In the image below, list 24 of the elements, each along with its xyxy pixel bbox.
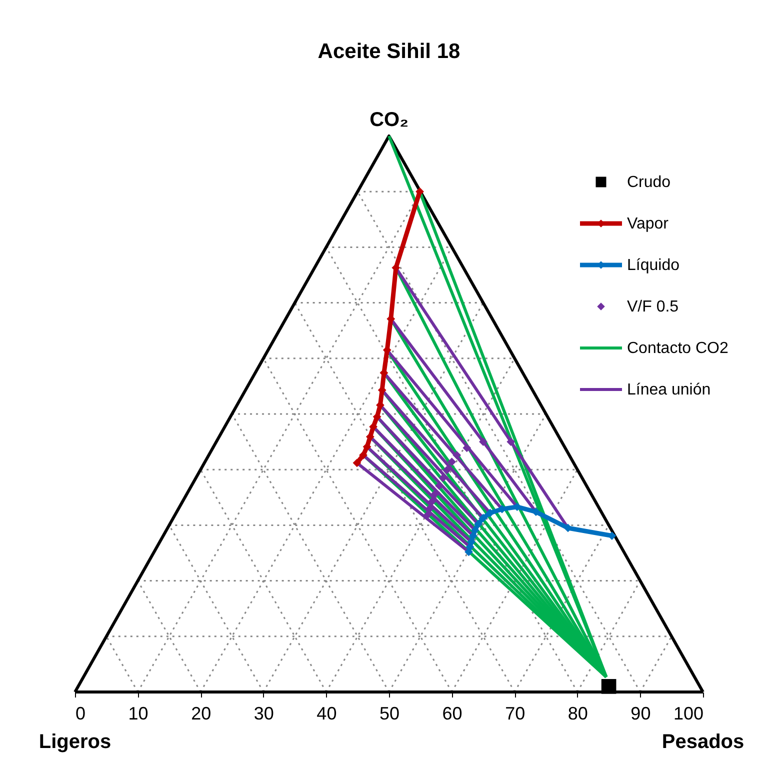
annotation: Ligeros (38, 731, 112, 753)
x-tick-label: 80 (568, 704, 588, 724)
annotation: Pesados (662, 731, 744, 753)
x-tick-label: 70 (505, 704, 526, 724)
point (506, 438, 516, 446)
x-tick-label: 40 (316, 704, 337, 724)
x-tick-label: 90 (630, 704, 651, 724)
legend-label: Línea unión (627, 382, 711, 398)
x-tick-label: 0 (76, 704, 86, 724)
x-tick-label: 50 (379, 704, 400, 724)
x-tick-label: 30 (254, 704, 274, 724)
x-tick-label: 60 (442, 704, 462, 724)
chart-title: Aceite Sihil 18 (318, 40, 461, 63)
x-tick-label: 20 (191, 704, 212, 724)
legend-label: Contacto CO2 (627, 340, 728, 357)
point (352, 458, 362, 468)
x-tick-label: 10 (128, 704, 148, 724)
legend-label: Crudo (627, 174, 671, 191)
legend-label: Líquido (627, 257, 680, 274)
annotation: CO₂ (370, 109, 408, 131)
legend-label: V/F 0.5 (627, 298, 679, 316)
legend-label: Vapor (627, 216, 670, 232)
point (601, 679, 616, 694)
x-tick-label: 100 (673, 704, 704, 724)
